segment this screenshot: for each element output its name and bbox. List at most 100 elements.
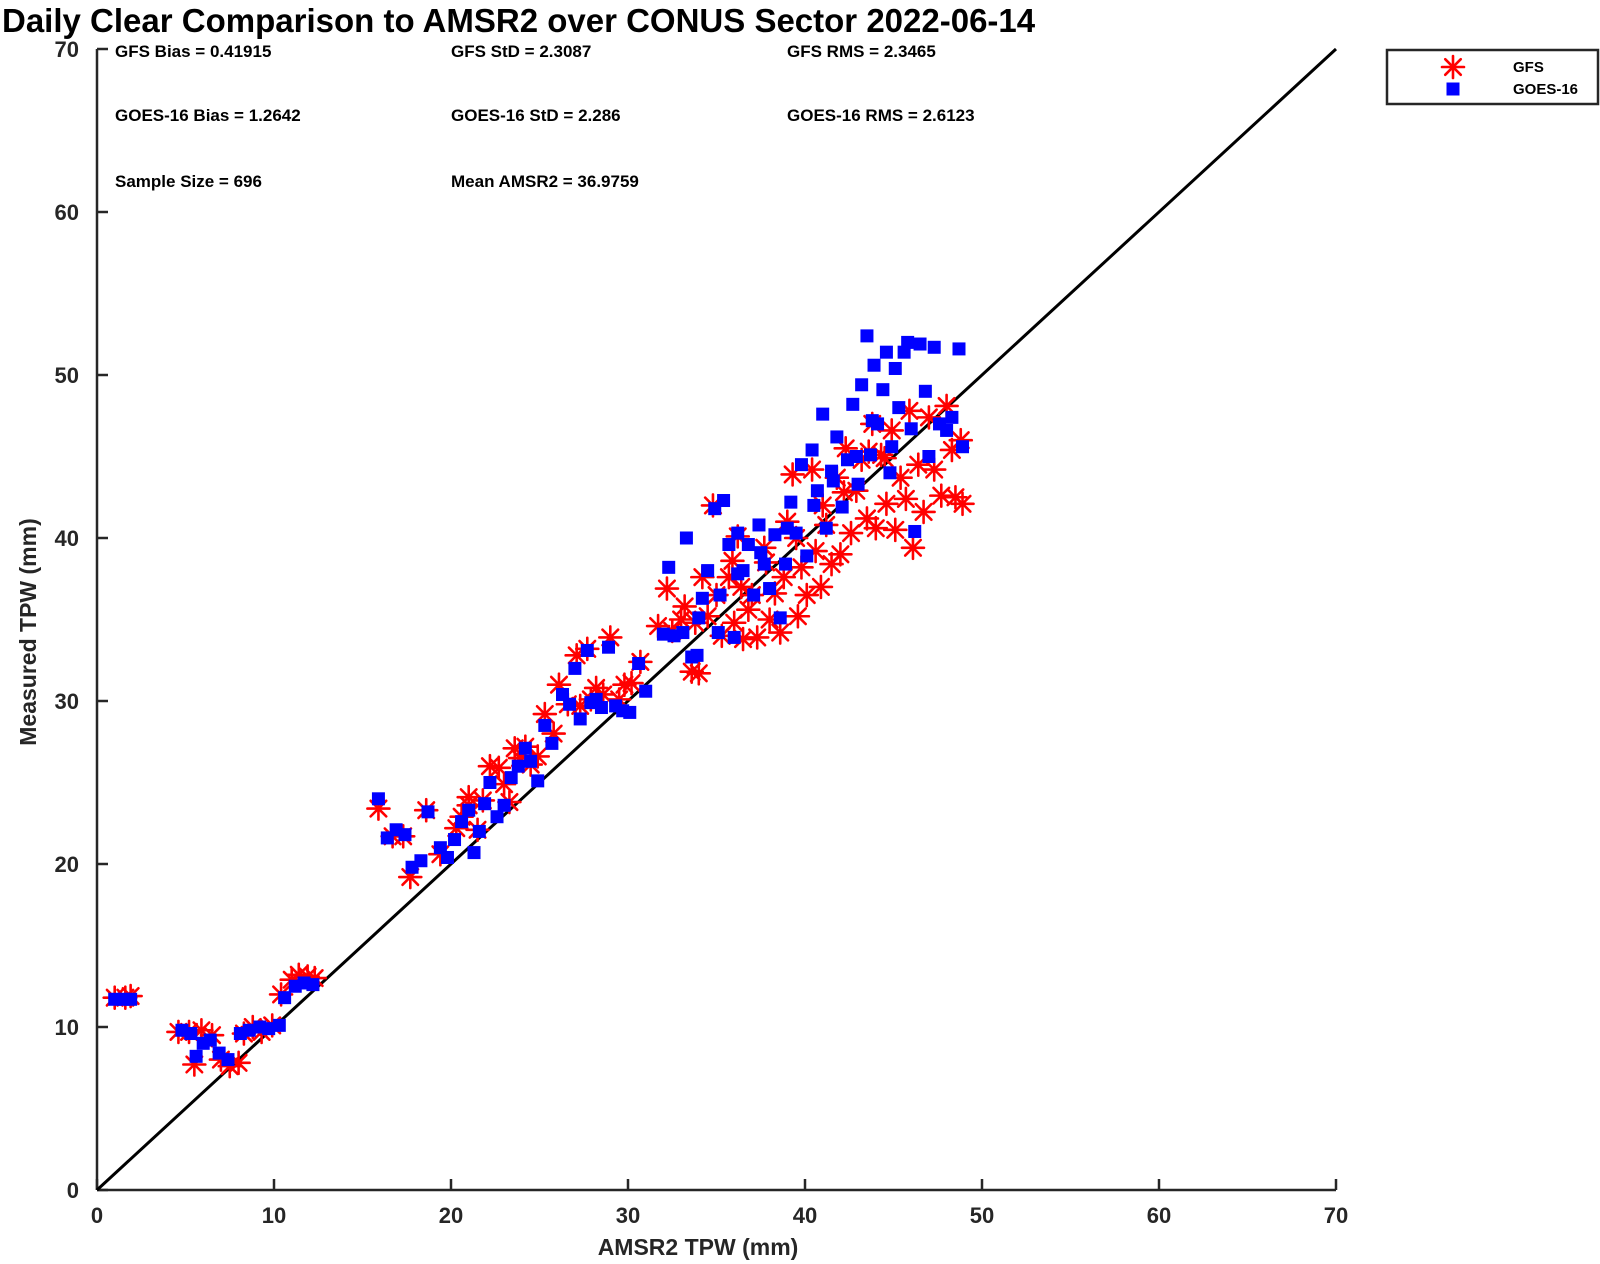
goes-16-point bbox=[306, 978, 320, 992]
x-tick-label: 10 bbox=[262, 1203, 286, 1228]
goes-16-point bbox=[835, 500, 849, 514]
goes-16-point bbox=[867, 358, 881, 372]
gfs-point bbox=[874, 491, 899, 517]
goes-16-point bbox=[421, 805, 435, 819]
goes-16-point bbox=[662, 560, 676, 574]
goes-16-point bbox=[440, 850, 454, 864]
goes-16-point bbox=[467, 846, 481, 860]
y-tick-label: 50 bbox=[55, 363, 79, 388]
goes-16-point bbox=[497, 798, 511, 812]
legend-gfs-marker bbox=[1440, 54, 1466, 80]
goes-16-point bbox=[846, 397, 860, 411]
goes-16-point bbox=[851, 477, 865, 491]
goes-16-point bbox=[731, 567, 745, 581]
goes-16-point bbox=[752, 518, 766, 532]
legend-goes-16-marker bbox=[1446, 82, 1460, 96]
goes-16-point bbox=[849, 450, 863, 463]
goes-16-point bbox=[563, 697, 577, 711]
y-tick-label: 0 bbox=[67, 1178, 79, 1203]
goes-16-point bbox=[800, 549, 814, 563]
goes-16-point bbox=[956, 440, 970, 454]
gfs-point bbox=[838, 520, 864, 546]
goes-16-series bbox=[108, 329, 970, 1067]
goes-16-point bbox=[623, 705, 637, 719]
goes-16-point bbox=[189, 1049, 203, 1063]
goes-16-point bbox=[203, 1033, 217, 1047]
goes-16-point bbox=[819, 521, 833, 535]
goes-16-point bbox=[717, 494, 731, 508]
goes-16-point bbox=[701, 564, 715, 578]
y-axis-label: Measured TPW (mm) bbox=[15, 518, 41, 745]
gfs-point bbox=[767, 620, 793, 645]
goes-16-point bbox=[727, 630, 741, 644]
legend: GFS GOES-16 bbox=[1385, 48, 1600, 106]
goes-16-point bbox=[490, 810, 504, 824]
goes-16-point bbox=[398, 828, 412, 842]
goes-16-point bbox=[773, 611, 787, 625]
goes-16-point bbox=[711, 626, 725, 640]
goes-16-point bbox=[695, 591, 709, 605]
gfs-point bbox=[911, 499, 936, 525]
goes-16-point bbox=[816, 407, 830, 421]
goes-16-point bbox=[545, 736, 559, 750]
goes-16-point bbox=[538, 718, 552, 732]
goes-16-point bbox=[580, 643, 594, 657]
gfs-point bbox=[831, 480, 857, 505]
plot-area bbox=[95, 49, 1336, 1192]
gfs-point bbox=[619, 670, 644, 696]
stat-text: Sample Size = 696 bbox=[115, 172, 262, 191]
y-tick-label: 70 bbox=[55, 37, 79, 62]
stat-text: GFS Bias = 0.41915 bbox=[115, 42, 271, 61]
goes-16-point bbox=[124, 992, 138, 1006]
x-tick-label: 20 bbox=[439, 1203, 463, 1228]
goes-16-point bbox=[757, 557, 771, 571]
goes-16-point bbox=[913, 337, 927, 351]
goes-16-point bbox=[639, 684, 653, 698]
goes-16-point bbox=[945, 410, 959, 424]
gfs-point bbox=[736, 597, 761, 623]
goes-16-point bbox=[472, 824, 486, 838]
gfs-point bbox=[785, 603, 811, 629]
goes-16-point bbox=[731, 526, 745, 540]
goes-16-point bbox=[262, 1022, 276, 1036]
goes-16-point bbox=[462, 803, 476, 817]
goes-16-point bbox=[713, 588, 727, 602]
goes-16-point bbox=[455, 815, 469, 829]
goes-16-point bbox=[863, 448, 877, 462]
stat-text: GOES-16 RMS = 2.6123 bbox=[787, 106, 975, 125]
goes-16-point bbox=[918, 384, 932, 398]
goes-16-point bbox=[448, 833, 462, 847]
goes-16-point bbox=[888, 361, 902, 375]
gfs-point bbox=[672, 594, 697, 619]
gfs-point bbox=[900, 535, 926, 561]
goes-16-point bbox=[784, 495, 798, 509]
y-tick-label: 10 bbox=[55, 1015, 79, 1040]
one-to-one-line bbox=[95, 47, 1338, 1192]
chart-title: Daily Clear Comparison to AMSR2 over CON… bbox=[2, 2, 1036, 39]
gfs-point bbox=[828, 541, 853, 567]
legend-box bbox=[1385, 48, 1600, 106]
stat-text: GFS StD = 2.3087 bbox=[451, 42, 591, 61]
goes-16-point bbox=[632, 657, 646, 671]
axis-ticks: 0 10 20 30 40 50 60 70 0 10 20 30 40 50 60 70 bbox=[55, 37, 1349, 1228]
goes-16-point bbox=[885, 440, 899, 454]
goes-16-point bbox=[754, 546, 768, 560]
x-tick-label: 70 bbox=[1324, 1203, 1348, 1228]
goes-16-point bbox=[883, 466, 897, 480]
goes-16-point bbox=[908, 524, 922, 538]
goes-16-point bbox=[573, 712, 587, 726]
goes-16-point bbox=[518, 741, 532, 755]
gfs-point bbox=[921, 457, 947, 482]
goes-16-point bbox=[879, 345, 893, 359]
goes-16-point bbox=[780, 521, 794, 535]
goes-16-point bbox=[242, 1023, 256, 1037]
gfs-point bbox=[928, 483, 954, 508]
goes-16-point bbox=[810, 484, 824, 498]
y-tick-label: 40 bbox=[55, 526, 79, 551]
x-tick-label: 50 bbox=[970, 1203, 994, 1228]
goes-16-point bbox=[524, 754, 538, 768]
goes-16-point bbox=[478, 797, 492, 811]
goes-16-point bbox=[679, 531, 693, 545]
goes-16-point bbox=[927, 340, 941, 354]
goes-16-point bbox=[904, 422, 918, 436]
